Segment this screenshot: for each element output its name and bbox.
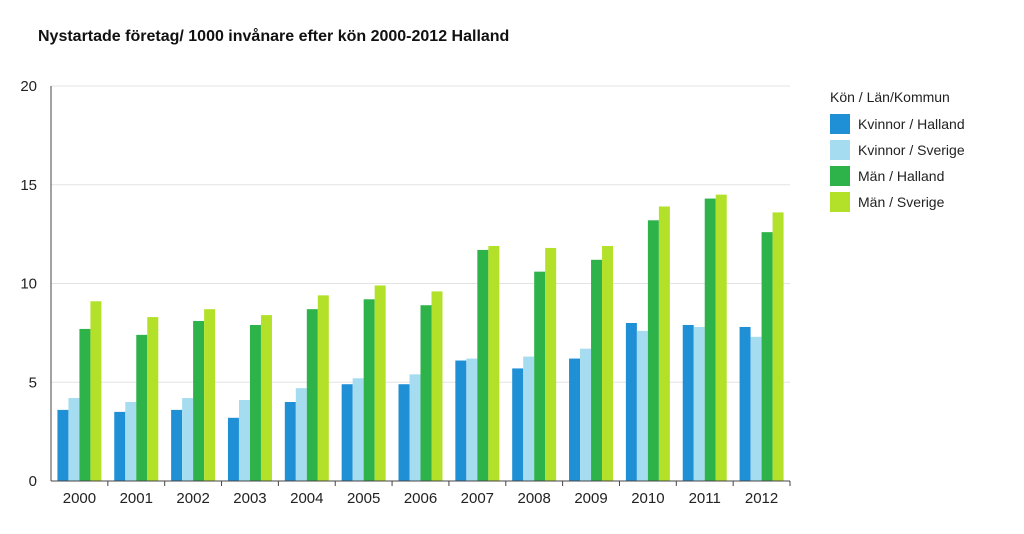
y-tick-label: 10 <box>20 276 37 293</box>
bar-m-n-halland-2004 <box>306 309 318 481</box>
bar-kvinnor-halland-2000 <box>57 409 69 481</box>
x-tick-label: 2001 <box>120 490 153 507</box>
bar-m-n-sverige-2008 <box>545 247 557 481</box>
bar-m-n-sverige-2005 <box>374 285 386 481</box>
bar-kvinnor-halland-2003 <box>227 417 239 481</box>
legend-label: Kvinnor / Sverige <box>858 142 965 158</box>
bar-m-n-sverige-2007 <box>488 245 500 481</box>
y-tick-label: 0 <box>29 473 37 490</box>
bar-kvinnor-sverige-2011 <box>693 326 705 481</box>
bar-kvinnor-halland-2010 <box>625 323 637 481</box>
y-tick-label: 20 <box>20 78 37 95</box>
bar-kvinnor-sverige-2002 <box>182 398 194 481</box>
bar-m-n-halland-2011 <box>704 198 716 481</box>
legend-swatch <box>830 192 850 212</box>
bar-kvinnor-halland-2002 <box>171 409 183 481</box>
y-tick-label: 15 <box>20 177 37 194</box>
legend-label: Kvinnor / Halland <box>858 116 965 132</box>
bar-kvinnor-sverige-2007 <box>466 358 478 481</box>
bar-kvinnor-halland-2004 <box>284 402 296 481</box>
x-tick-label: 2010 <box>631 490 664 507</box>
bar-m-n-sverige-2012 <box>772 212 784 481</box>
bar-m-n-halland-2000 <box>79 328 91 481</box>
x-tick-label: 2011 <box>689 490 721 507</box>
bar-m-n-sverige-2004 <box>317 295 329 481</box>
x-tick-label: 2002 <box>176 490 209 507</box>
bar-kvinnor-sverige-2008 <box>523 356 535 481</box>
bar-m-n-halland-2002 <box>193 321 205 481</box>
bar-m-n-sverige-2002 <box>204 309 216 481</box>
bar-m-n-sverige-2011 <box>715 194 727 481</box>
legend: Kön / Län/Kommun Kvinnor / Halland Kvinno… <box>830 89 965 212</box>
axes: 0 5 10 15 20 2000 2001 2002 2003 2004 2005 2006 2007… <box>20 78 791 507</box>
bar-m-n-sverige-2010 <box>658 206 670 481</box>
x-tick-label: 2009 <box>574 490 607 507</box>
bar-kvinnor-halland-2005 <box>341 384 353 481</box>
bar-m-n-halland-2008 <box>534 271 546 481</box>
x-tick-label: 2012 <box>745 490 778 507</box>
bar-m-n-halland-2012 <box>761 232 773 481</box>
bar-kvinnor-halland-2007 <box>455 360 467 481</box>
bar-kvinnor-sverige-2006 <box>409 374 421 481</box>
legend-title: Kön / Län/Kommun <box>830 89 950 105</box>
bar-m-n-halland-2007 <box>477 249 489 481</box>
bar-m-n-sverige-2006 <box>431 291 443 481</box>
bar-kvinnor-halland-2006 <box>398 384 410 481</box>
bar-kvinnor-halland-2008 <box>512 368 524 481</box>
legend-swatch <box>830 114 850 134</box>
bar-m-n-halland-2006 <box>420 305 432 481</box>
bar-kvinnor-halland-2011 <box>682 324 694 481</box>
bar-m-n-halland-2005 <box>363 299 375 481</box>
x-tick-label: 2004 <box>290 490 323 507</box>
bar-m-n-halland-2010 <box>647 220 659 482</box>
legend-swatch <box>830 166 850 186</box>
bar-m-n-halland-2003 <box>249 324 261 481</box>
bar-kvinnor-sverige-2009 <box>580 348 592 481</box>
bar-kvinnor-sverige-2004 <box>295 388 307 481</box>
x-tick-label: 2007 <box>461 490 494 507</box>
bar-m-n-sverige-2003 <box>260 315 272 481</box>
x-tick-label: 2000 <box>63 490 96 507</box>
bar-kvinnor-sverige-2005 <box>352 378 364 481</box>
bar-m-n-halland-2001 <box>136 334 148 481</box>
legend-label: Män / Sverige <box>858 194 945 210</box>
chart-title: Nystartade företag/ 1000 invånare efter … <box>38 27 509 45</box>
x-tick-label: 2003 <box>233 490 266 507</box>
y-tick-label: 5 <box>29 374 37 391</box>
legend-swatch <box>830 140 850 160</box>
bar-kvinnor-sverige-2012 <box>750 336 762 481</box>
bar-kvinnor-halland-2001 <box>114 411 126 481</box>
bar-kvinnor-sverige-2000 <box>68 398 80 481</box>
legend-label: Män / Halland <box>858 168 944 184</box>
bar-m-n-sverige-2001 <box>147 317 159 481</box>
x-tick-label: 2006 <box>404 490 437 507</box>
bar-m-n-halland-2009 <box>591 259 603 481</box>
bar-kvinnor-halland-2009 <box>569 358 581 481</box>
bar-m-n-sverige-2000 <box>90 301 102 481</box>
bar-m-n-sverige-2009 <box>602 245 614 481</box>
bar-kvinnor-halland-2012 <box>739 326 751 481</box>
bars <box>57 194 784 482</box>
bar-kvinnor-sverige-2003 <box>238 400 250 481</box>
x-tick-label: 2005 <box>347 490 380 507</box>
bar-kvinnor-sverige-2001 <box>125 402 137 481</box>
bar-kvinnor-sverige-2010 <box>636 330 648 481</box>
x-tick-label: 2008 <box>518 490 551 507</box>
